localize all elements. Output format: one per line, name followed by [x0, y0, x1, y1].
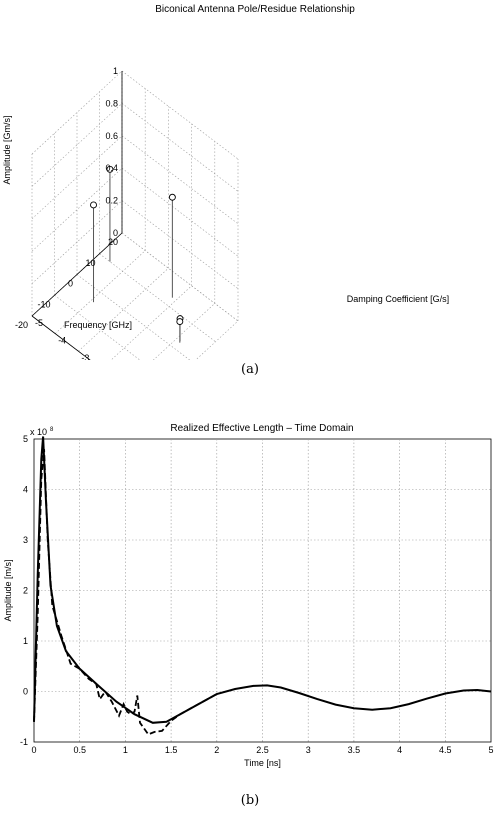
y-tick-label: 10 — [85, 258, 95, 268]
y-tick-label: 20 — [108, 237, 118, 247]
floor-grid-x — [78, 267, 169, 352]
x-tick-label: 0 — [31, 745, 36, 755]
y-tick-label: 5 — [23, 434, 28, 444]
back-wall-grid-horizontal — [121, 70, 239, 160]
y-tick-label: -20 — [15, 320, 28, 330]
panel-3d-stem-plot: -5-4-3-2-10-20-100102000.20.40.60.81Damp… — [0, 0, 500, 375]
z-tick-label: 0.8 — [105, 98, 118, 108]
caption-a: (a) — [241, 362, 259, 377]
x-tick-label: 0.5 — [73, 745, 86, 755]
x-tick-label: 3.5 — [348, 745, 361, 755]
back-wall-grid-horizontal — [121, 167, 239, 257]
stem-marker-4 — [176, 318, 184, 326]
x-tick-label: 1 — [123, 745, 128, 755]
x-tick-label: 2 — [214, 745, 219, 755]
x-axis-label: Time [ns] — [244, 758, 281, 768]
chart-a-title: Biconical Antenna Pole/Residue Relations… — [155, 4, 355, 15]
series-line-dashed — [33, 449, 218, 736]
floor-grid-x — [152, 303, 216, 360]
floor-grid-x — [54, 250, 146, 334]
y-axis-line — [31, 232, 123, 317]
y-tick-label: 1 — [23, 636, 28, 646]
caption-b: (b) — [240, 793, 260, 808]
floor-grid-x — [195, 320, 239, 360]
y-tick-label: 2 — [23, 586, 28, 596]
z-tick-label: 0.6 — [105, 131, 118, 141]
floor-grid-y — [76, 274, 191, 360]
left-wall-grid-horizontal — [31, 200, 123, 284]
back-wall-grid-horizontal — [121, 200, 239, 289]
x-tick-label: 3 — [306, 745, 311, 755]
z-tick-label: 0.2 — [105, 196, 118, 206]
chart-b-title: Realized Effective Length – Time Domain — [170, 423, 353, 434]
left-wall-grid-horizontal — [31, 70, 123, 155]
z-tick-label: 0.4 — [105, 163, 118, 173]
stem-marker-2 — [106, 165, 114, 173]
back-wall-grid-horizontal — [121, 135, 239, 225]
z-axis-label: Amplitude [Gm/s] — [2, 115, 12, 184]
x-axis-label: Damping Coefficient [G/s] — [347, 294, 449, 304]
y-tick-label: -10 — [37, 299, 50, 309]
z-tick-label: 1 — [113, 66, 118, 76]
x-tick-label: -4 — [58, 336, 66, 346]
left-wall-grid-horizontal — [31, 167, 123, 252]
back-wall-grid-horizontal — [121, 103, 239, 192]
x-axis-line — [31, 315, 91, 360]
z-tick-label: 0 — [113, 228, 118, 238]
y-tick-label: 4 — [23, 485, 28, 495]
y-tick-label: 0 — [68, 279, 73, 289]
y-tick-label: 3 — [23, 535, 28, 545]
x-tick-label: 4.5 — [439, 745, 452, 755]
x-tick-label: -3 — [81, 353, 89, 360]
left-wall-grid-horizontal — [31, 135, 123, 220]
y-tick-label: -1 — [20, 737, 28, 747]
back-wall-grid-horizontal — [121, 232, 239, 322]
y-axis-label: Amplitude [m/s] — [3, 559, 13, 621]
floor-grid-x — [110, 285, 192, 360]
x-tick-label: 1.5 — [165, 745, 178, 755]
y-exponent-power: 8 — [50, 427, 54, 433]
y-tick-label: 0 — [23, 687, 28, 697]
left-wall-grid-horizontal — [31, 103, 123, 187]
y-exponent-label: x 10 — [30, 427, 47, 437]
x-tick-label: 5 — [488, 745, 493, 755]
y-axis-label: Frequency [GHz] — [64, 320, 132, 330]
panel-time-domain-plot: 0 0.5 1 1.5 2 2.5 3 3.5 4 4.5 5 -1 0 1 2 3 4 5 x 10 8 Time [… — [0, 415, 500, 780]
x-tick-label: -5 — [35, 318, 43, 328]
stem-marker-1 — [90, 201, 97, 209]
stem-plot-svg: -5-4-3-2-10-20-100102000.20.40.60.81Damp… — [2, 4, 449, 360]
x-tick-label: 2.5 — [256, 745, 269, 755]
x-tick-label: 4 — [397, 745, 402, 755]
stem-marker-0 — [168, 193, 176, 201]
